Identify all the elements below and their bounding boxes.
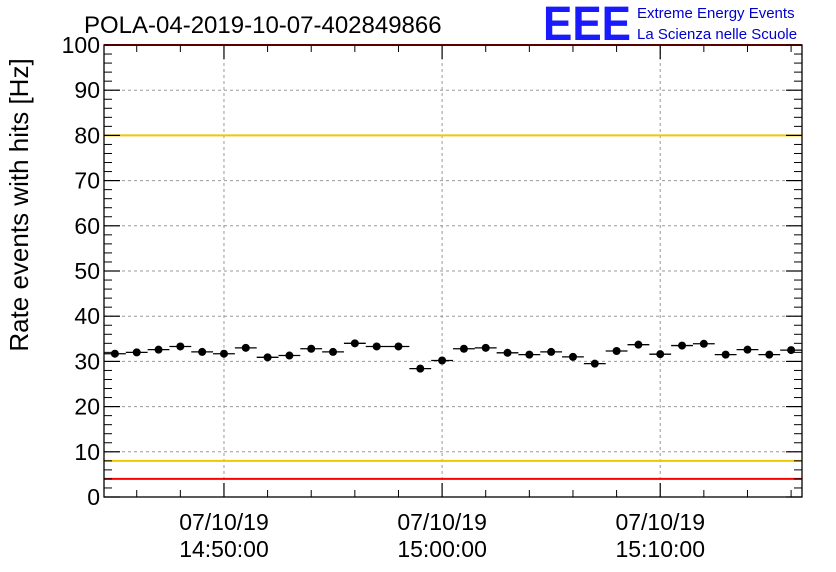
data-point-marker [743, 345, 752, 354]
y-tick-label: 40 [74, 303, 100, 329]
data-point-marker [219, 349, 228, 358]
data-point [125, 348, 148, 357]
data-point-marker [721, 350, 730, 359]
axis-ticks [104, 44, 802, 498]
x-tick-time: 14:50:00 [179, 536, 269, 562]
data-point-marker [132, 348, 141, 357]
y-tick-label: 50 [74, 258, 100, 284]
data-point [736, 345, 759, 354]
eee-logo-mark: EEE [543, 0, 631, 51]
y-tick-label: 10 [74, 439, 100, 465]
data-point [147, 345, 170, 354]
data-point-marker [590, 359, 599, 368]
data-point [671, 341, 693, 350]
y-tick-label: 20 [74, 394, 100, 420]
eee-logo-line2: La Scienza nelle Scuole [637, 26, 797, 43]
data-point-marker [394, 342, 403, 351]
data-point [387, 342, 410, 351]
data-point [300, 344, 323, 353]
y-tick-label: 90 [74, 77, 100, 103]
data-point-marker [307, 344, 316, 353]
grid-lines [104, 45, 802, 497]
x-tick-time: 15:10:00 [615, 536, 705, 562]
data-point [234, 343, 257, 352]
data-point-marker [329, 347, 338, 356]
data-point-marker [241, 343, 250, 352]
data-point [365, 342, 388, 351]
data-point-marker [481, 343, 490, 352]
data-point [474, 343, 497, 352]
y-tick-label: 100 [62, 32, 100, 58]
data-point-marker [678, 341, 687, 350]
data-point [714, 350, 737, 359]
data-point-marker [263, 353, 272, 362]
data-point [540, 347, 563, 356]
data-point [256, 353, 279, 362]
data-point [649, 350, 672, 359]
x-tick-labels: 07/10/1914:50:0007/10/1915:00:0007/10/19… [179, 509, 705, 562]
data-point-marker [568, 352, 577, 361]
x-tick-time: 15:00:00 [397, 536, 487, 562]
data-point-marker [612, 347, 621, 356]
y-axis-label: Rate events with hits [Hz] [4, 58, 34, 351]
data-point [213, 349, 235, 358]
y-tick-label: 70 [74, 168, 100, 194]
data-point [627, 340, 650, 349]
x-tick-date: 07/10/19 [615, 509, 705, 535]
x-tick-date: 07/10/19 [179, 509, 269, 535]
data-point-marker [285, 351, 294, 360]
data-point-marker [438, 356, 447, 365]
y-tick-label: 80 [74, 122, 100, 148]
eee-logo-line1: Extreme Energy Events [637, 5, 795, 22]
y-tick-labels: 0 10 20 30 40 50 60 70 80 90 100 [62, 32, 100, 510]
data-point [104, 349, 126, 358]
data-point-marker [525, 350, 534, 359]
y-tick-label: 30 [74, 348, 100, 374]
reference-lines [104, 44, 802, 480]
data-point-marker [176, 342, 185, 351]
data-point-marker [459, 344, 468, 353]
data-point-marker [787, 346, 796, 355]
data-point [692, 339, 715, 348]
data-point-marker [416, 364, 425, 373]
data-point-marker [699, 339, 708, 348]
chart-title: POLA-04-2019-10-07-402849866 [84, 12, 442, 39]
data-point-marker [765, 350, 774, 359]
data-point-marker [350, 339, 359, 348]
eee-logo: EEE Extreme Energy Events La Scienza nel… [543, 0, 797, 51]
data-points [104, 339, 802, 373]
data-point [583, 359, 606, 368]
data-point-marker [503, 348, 512, 357]
data-point-marker [656, 350, 665, 359]
data-point [605, 347, 628, 356]
y-tick-label: 0 [87, 484, 100, 510]
data-point-marker [154, 345, 163, 354]
data-point [322, 347, 344, 356]
data-point-marker [372, 342, 381, 351]
data-point [562, 352, 584, 361]
data-point-marker [110, 349, 119, 358]
data-point-marker [634, 340, 643, 349]
data-point [278, 351, 301, 360]
data-point [191, 347, 214, 356]
data-point [343, 339, 366, 348]
data-point [496, 348, 519, 357]
data-point [409, 364, 432, 373]
data-point [431, 356, 453, 365]
data-point [758, 350, 781, 359]
data-point [780, 346, 802, 355]
data-point-marker [198, 347, 207, 356]
y-tick-label: 60 [74, 213, 100, 239]
data-point [453, 344, 475, 353]
data-point [169, 342, 192, 351]
data-point-marker [547, 347, 556, 356]
x-tick-date: 07/10/19 [397, 509, 487, 535]
data-point [518, 350, 541, 359]
